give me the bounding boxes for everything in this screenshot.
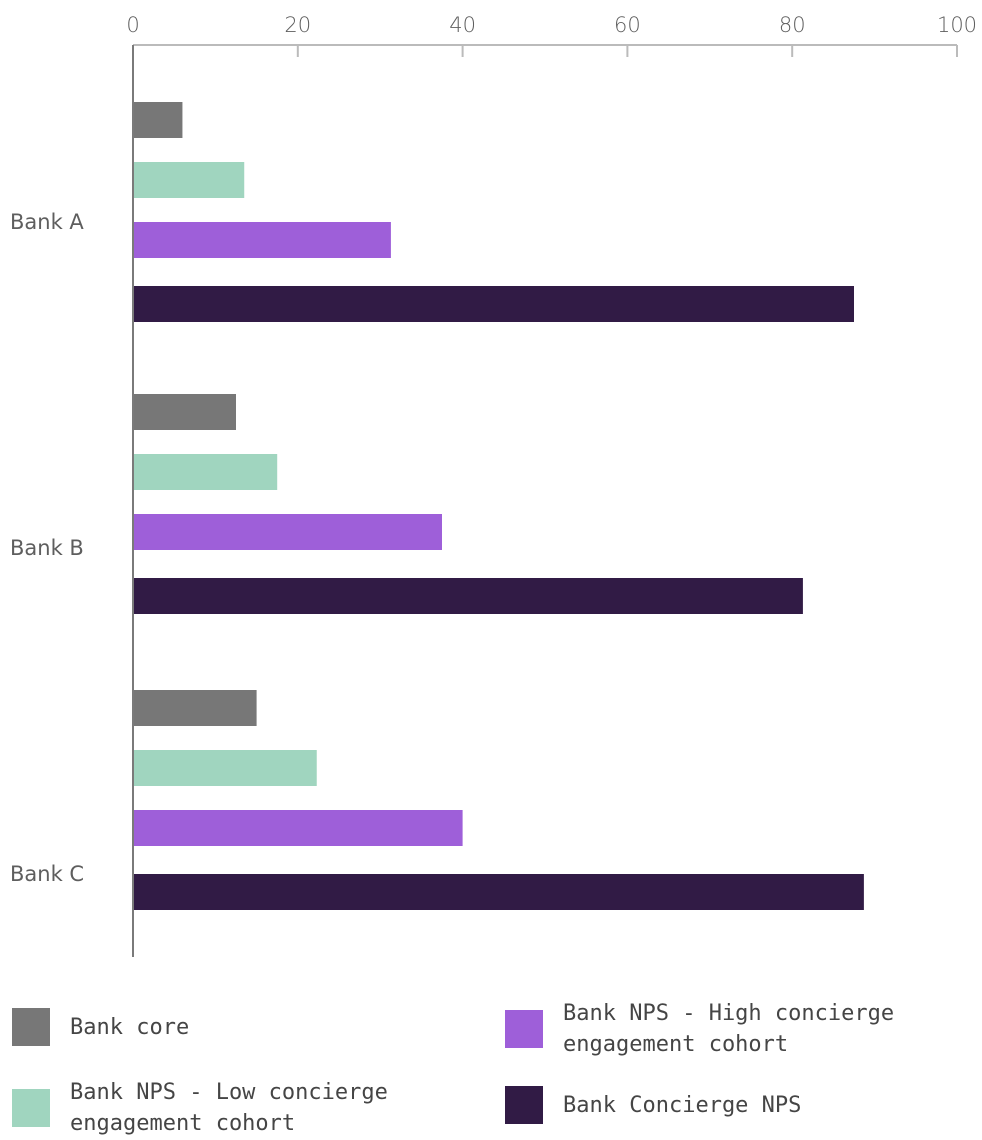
bar <box>133 874 864 910</box>
legend-item-concierge-nps: Bank Concierge NPS <box>505 1086 943 1124</box>
bar <box>133 810 463 846</box>
bar <box>133 454 278 490</box>
bar <box>133 578 803 614</box>
x-tick-label: 40 <box>449 13 476 37</box>
x-tick-label: 100 <box>937 13 977 37</box>
x-tick-label: 80 <box>779 13 806 37</box>
x-tick-label: 0 <box>126 13 139 37</box>
legend-swatch-low-engagement <box>12 1089 50 1127</box>
nps-bar-chart: 0 20 40 60 80 100 Bank A Bank B Bank C <box>10 13 977 957</box>
bar <box>133 750 317 786</box>
x-tick-label: 20 <box>284 13 311 37</box>
bar <box>133 514 442 550</box>
legend-swatch-high-engagement <box>505 1010 543 1048</box>
bar <box>133 394 236 430</box>
legend-swatch-concierge-nps <box>505 1086 543 1124</box>
bar <box>133 162 245 198</box>
bar <box>133 222 391 258</box>
bar-marks <box>133 102 864 910</box>
legend-swatch-bank-core <box>12 1008 50 1046</box>
legend-item-low-engagement: Bank NPS - Low concierge engagement coho… <box>12 1077 430 1139</box>
category-label: Bank A <box>10 210 84 234</box>
bar <box>133 286 854 322</box>
legend-label-concierge-nps: Bank Concierge NPS <box>563 1092 802 1118</box>
legend-item-high-engagement: Bank NPS - High concierge engagement coh… <box>505 996 943 1062</box>
category-labels: Bank A Bank B Bank C <box>10 210 84 886</box>
x-axis-ticks: 0 20 40 60 80 100 <box>126 13 977 57</box>
legend-item-bank-core: Bank core <box>12 1008 430 1046</box>
bar <box>133 690 257 726</box>
legend-label-high-engagement: Bank NPS - High concierge engagement coh… <box>563 1001 895 1057</box>
legend-label-bank-core: Bank core <box>70 1014 190 1040</box>
legend-label-low-engagement: Bank NPS - Low concierge engagement coho… <box>70 1080 388 1136</box>
category-label: Bank B <box>10 536 84 560</box>
category-label: Bank C <box>10 862 84 886</box>
bar <box>133 102 183 138</box>
x-tick-label: 60 <box>614 13 641 37</box>
